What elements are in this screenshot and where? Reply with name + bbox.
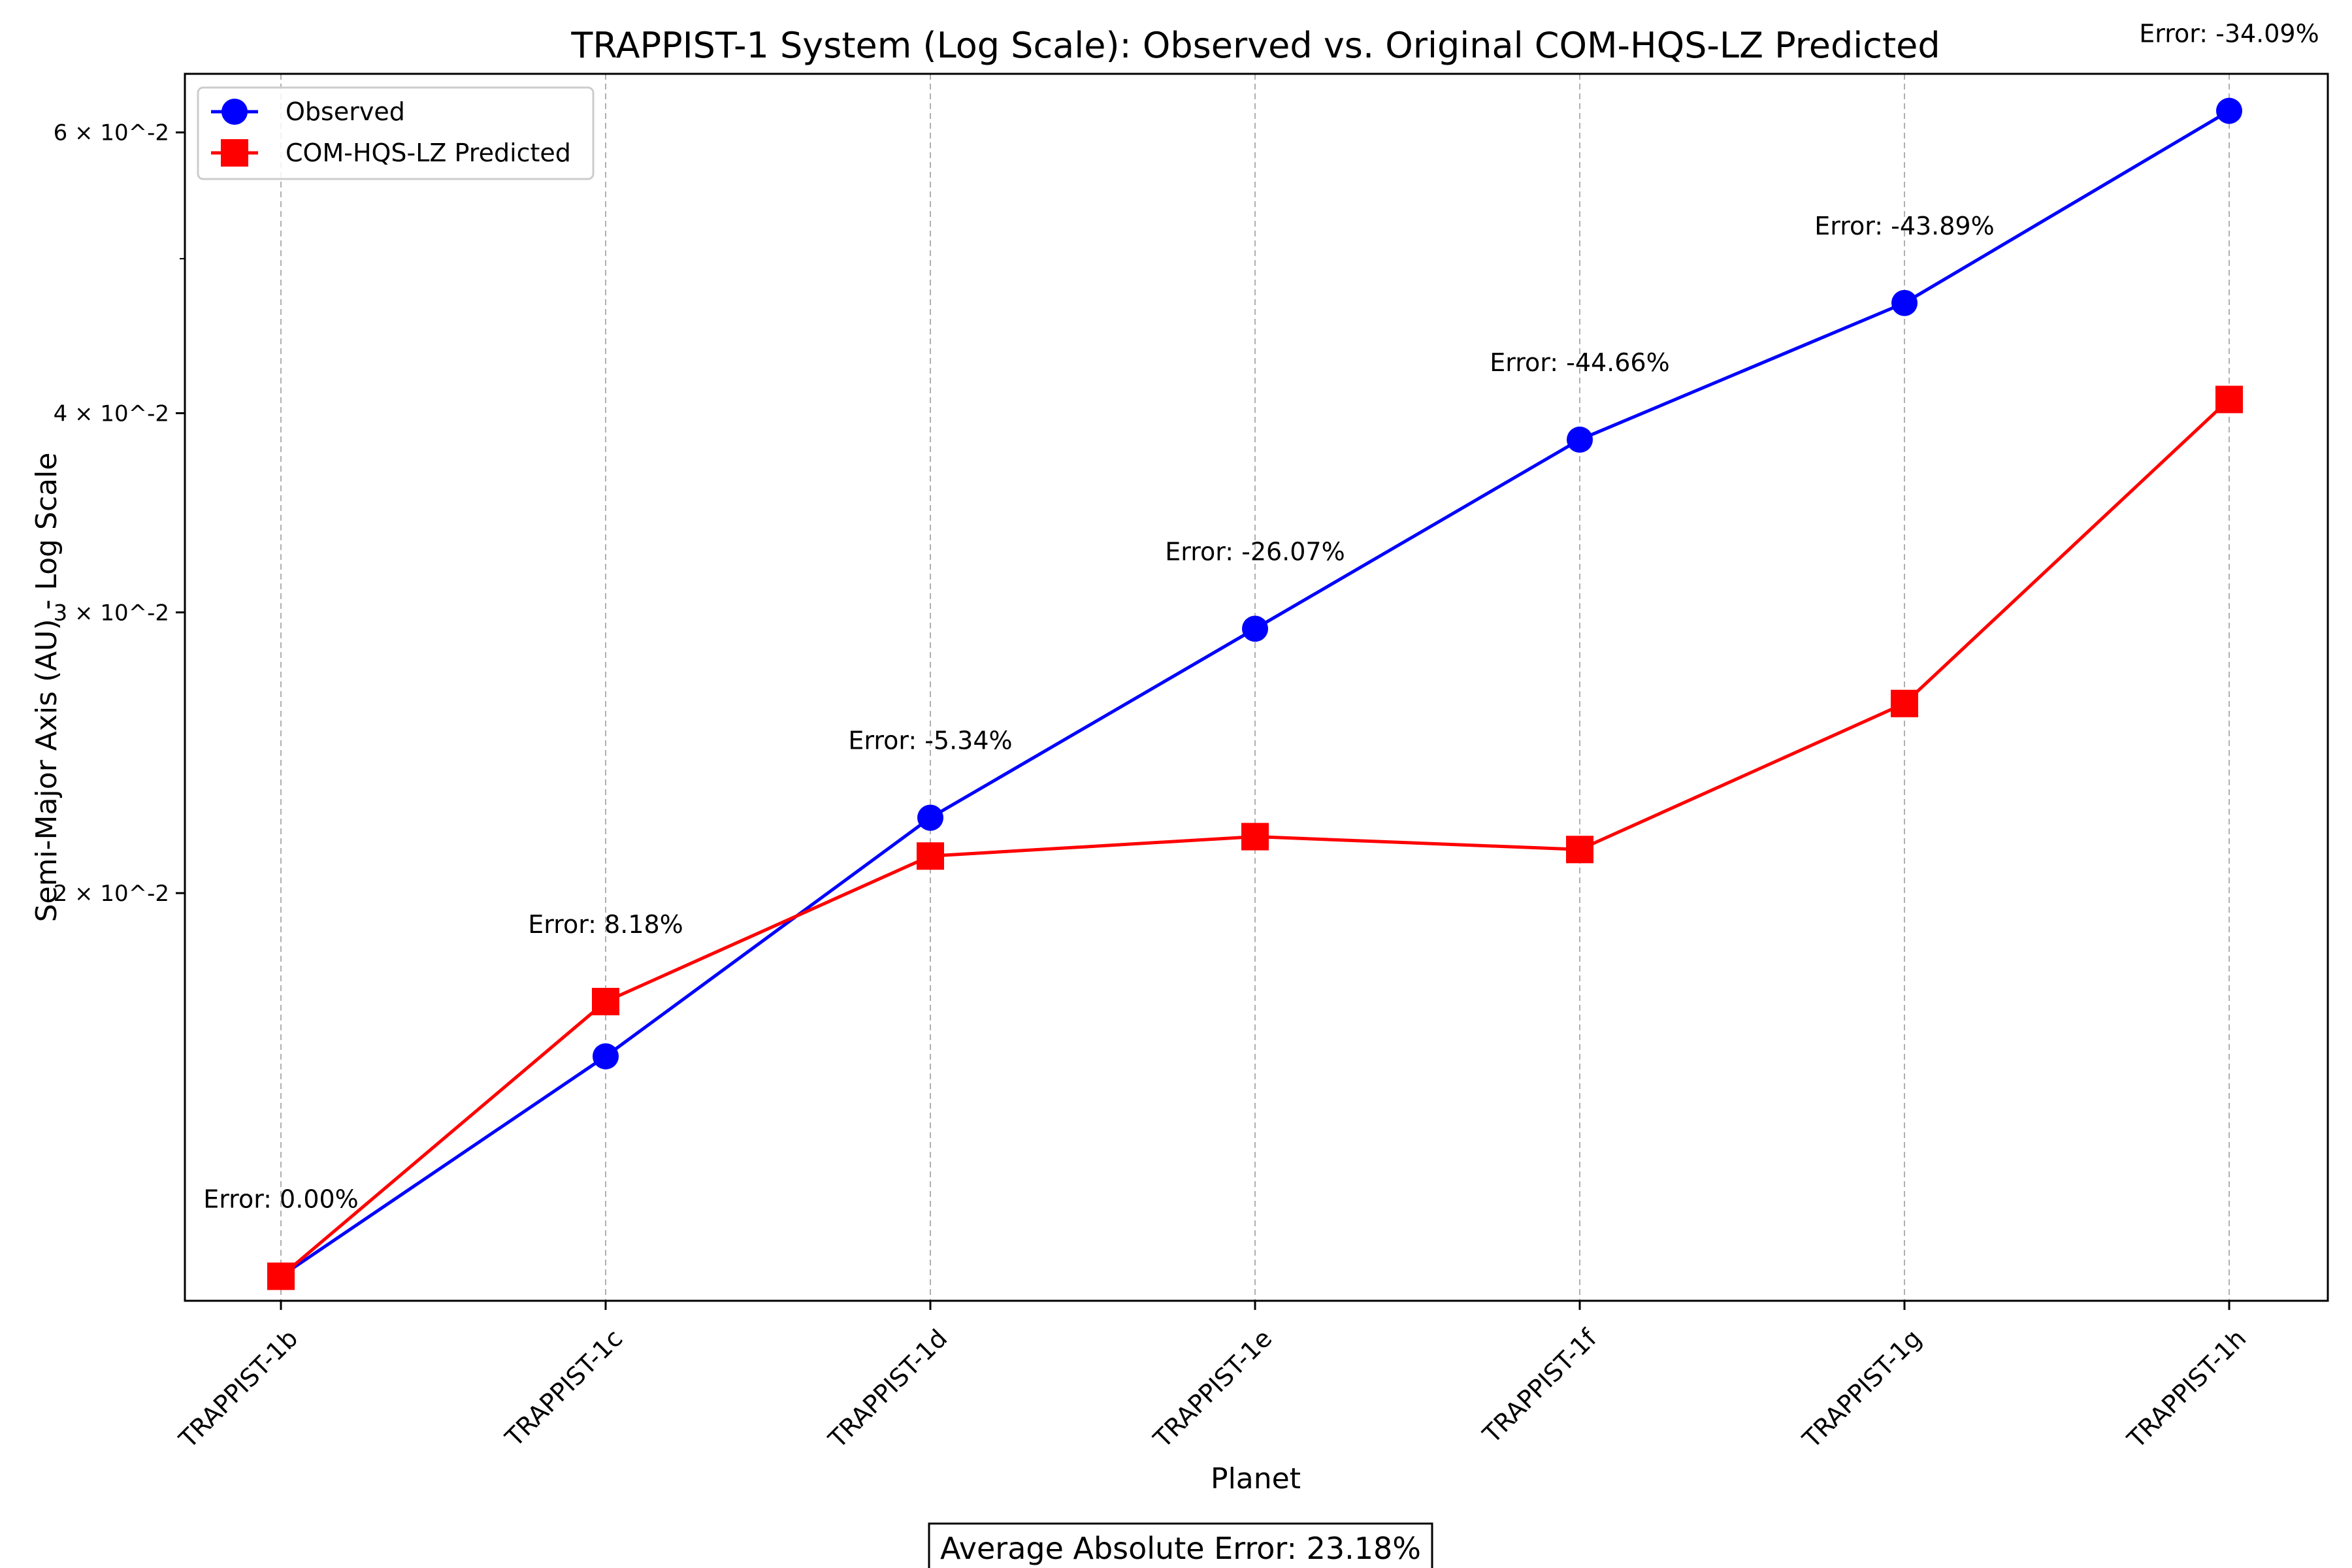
legend: Observed COM-HQS-LZ Predicted (197, 86, 595, 180)
observed-point (2216, 97, 2242, 124)
observed-point (593, 1043, 619, 1070)
footer-text: Average Absolute Error: 23.18% (940, 1531, 1421, 1566)
error-annotation: Error: 8.18% (528, 910, 683, 939)
plot-area-frame (184, 73, 2329, 1302)
grid-lines (280, 74, 2230, 1301)
legend-marker (221, 139, 248, 167)
footer: Average Absolute Error: 23.18% (928, 1522, 1433, 1568)
predicted-point (1891, 689, 1918, 717)
predicted-point (1566, 836, 1593, 864)
y-tick-label: 4 × 10^-2 (54, 400, 169, 427)
error-annotation: Error: -44.66% (1490, 348, 1669, 377)
y-axis-label: Semi-Major Axis (AU) - Log Scale (30, 453, 63, 923)
observed-point (1891, 289, 1918, 316)
annotations: Error: 0.00% Error: 8.18% Error: -5.34% Err… (203, 20, 2319, 1214)
legend-box (197, 86, 595, 180)
y-tick-label: 2 × 10^-2 (54, 881, 169, 907)
observed-point (1242, 615, 1268, 642)
predicted-point (917, 842, 944, 870)
series-layer (267, 97, 2243, 1290)
error-annotation: Error: -5.34% (848, 727, 1012, 755)
predicted-point (592, 988, 619, 1016)
predicted-point (2215, 385, 2243, 414)
y-tick-label: 6 × 10^-2 (54, 120, 169, 146)
observed-point (1567, 426, 1593, 453)
error-annotation: Error: -26.07% (1165, 537, 1345, 566)
predicted-point (267, 1262, 295, 1290)
observed-point (917, 804, 943, 831)
y-tick-label: 3 × 10^-2 (54, 600, 169, 626)
error-annotation: Error: -34.09% (2139, 20, 2319, 48)
legend-marker (221, 99, 248, 125)
x-axis-label: Planet (1211, 1462, 1301, 1495)
error-annotation: Error: -43.89% (1814, 212, 1994, 240)
predicted-point (1241, 823, 1269, 851)
chart-title: TRAPPIST-1 System (Log Scale): Observed … (570, 25, 1940, 66)
legend-label: Observed (286, 97, 405, 126)
legend-label: COM-HQS-LZ Predicted (286, 139, 571, 167)
footer-box (928, 1522, 1433, 1568)
error-annotation: Error: 0.00% (203, 1184, 359, 1213)
